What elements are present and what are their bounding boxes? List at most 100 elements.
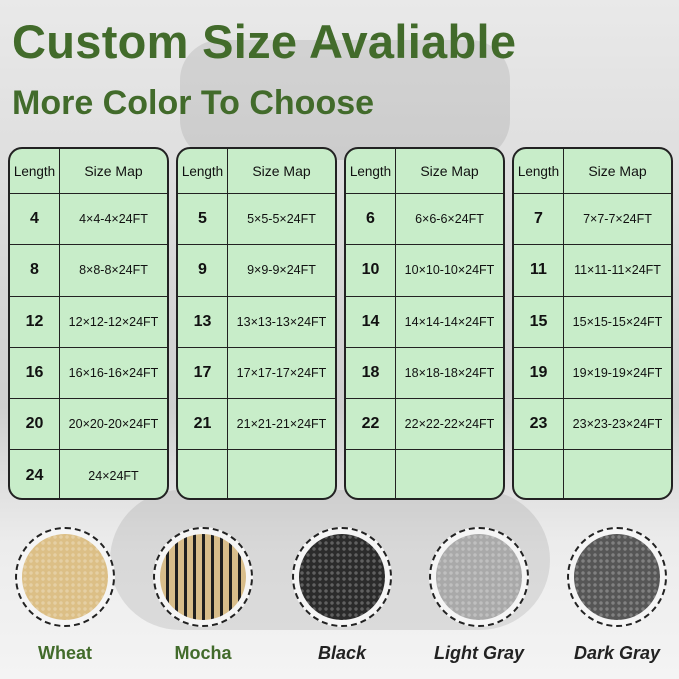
fabric-sample [160,534,246,620]
length-cell [178,450,228,498]
header-length: Length [514,149,564,193]
size-cell: 9×9-9×24FT [247,263,316,278]
color-swatch[interactable] [429,527,529,627]
background-machine [180,40,510,160]
size-cell: 16×16-16×24FT [68,366,159,381]
size-cell: 20×20-20×24FT [68,417,159,432]
table-row: 20 20×20-20×24FT [10,399,167,451]
table-header: Length Size Map [514,149,671,194]
color-swatch[interactable] [567,527,667,627]
color-label: Dark Gray [573,643,661,663]
size-cell: 6×6-6×24FT [415,212,484,227]
table-row: 8 8×8-8×24FT [10,245,167,297]
table-header: Length Size Map [10,149,167,194]
fabric-sample [436,534,522,620]
fabric-sample [574,534,660,620]
length-cell: 22 [346,399,396,450]
size-cell: 15×15-15×24FT [572,314,663,329]
table-row: 5 5×5-5×24FT [178,194,335,246]
length-cell: 7 [514,194,564,245]
length-cell [346,450,396,498]
size-cell: 11×11-11×24FT [574,263,661,278]
size-cell: 18×18-18×24FT [404,366,495,381]
size-cell: 5×5-5×24FT [247,212,316,227]
table-row [514,450,671,498]
length-cell: 11 [514,245,564,296]
size-cell: 10×10-10×24FT [404,263,495,278]
size-cell: 7×7-7×24FT [583,212,652,227]
table-row: 7 7×7-7×24FT [514,194,671,246]
header-length: Length [178,149,228,193]
size-cell: 22×22-22×24FT [404,417,495,432]
length-cell: 4 [10,194,60,245]
length-cell: 9 [178,245,228,296]
header-length: Length [10,149,60,193]
table-row [178,450,335,498]
length-cell: 17 [178,347,228,399]
header-length: Length [346,149,396,193]
header-size-map: Size Map [84,163,143,179]
length-cell: 5 [178,194,228,245]
size-cell: 21×21-21×24FT [236,417,327,432]
table-row: 24 24×24FT [10,450,167,498]
size-cell: 19×19-19×24FT [572,366,663,381]
color-label: Light Gray [433,643,524,663]
table-row: 4 4×4-4×24FT [10,194,167,246]
size-cell: 4×4-4×24FT [79,212,148,227]
color-swatch[interactable] [292,527,392,627]
fabric-sample [22,534,108,620]
length-cell: 6 [346,194,396,245]
table-row: 16 16×16-16×24FT [10,347,167,400]
color-label: Mocha [174,643,232,663]
length-cell: 18 [346,347,396,399]
size-cell: 24×24FT [88,469,139,484]
table-header: Length Size Map [178,149,335,194]
header-size-map: Size Map [252,163,311,179]
table-header: Length Size Map [346,149,503,194]
size-cell: 13×13-13×24FT [236,314,327,329]
length-cell: 15 [514,296,564,347]
size-cell [396,450,503,498]
table-row: 6 6×6-6×24FT [346,194,503,246]
size-table: Length Size Map 7 7×7-7×24FT 11 11×11-11×24FT… [512,147,673,500]
size-cell [564,450,671,498]
length-cell: 19 [514,347,564,399]
size-cell: 12×12-12×24FT [68,314,159,329]
length-cell: 16 [10,347,60,399]
table-row: 19 19×19-19×24FT [514,347,671,400]
size-cell: 14×14-14×24FT [404,314,495,329]
color-label: Black [317,643,367,663]
table-row: 14 14×14-14×24FT [346,296,503,348]
length-cell: 10 [346,245,396,296]
table-row: 22 22×22-22×24FT [346,399,503,451]
size-cell: 23×23-23×24FT [572,417,663,432]
table-row: 11 11×11-11×24FT [514,245,671,297]
size-table: Length Size Map 5 5×5-5×24FT 9 9×9-9×24FT 13 13… [176,147,337,500]
table-row: 10 10×10-10×24FT [346,245,503,297]
fabric-sample [299,534,385,620]
length-cell: 14 [346,296,396,347]
size-table: Length Size Map 6 6×6-6×24FT 10 10×10-10×24FT… [344,147,505,500]
table-row: 12 12×12-12×24FT [10,296,167,348]
length-cell: 12 [10,296,60,347]
length-cell: 20 [10,399,60,450]
length-cell [514,450,564,498]
length-cell: 24 [10,450,60,498]
table-row [346,450,503,498]
header-size-map: Size Map [420,163,479,179]
length-cell: 8 [10,245,60,296]
length-cell: 21 [178,399,228,450]
page-title: Custom Size Avaliable [12,15,517,68]
length-cell: 23 [514,399,564,450]
color-swatch[interactable] [15,527,115,627]
size-cell: 17×17-17×24FT [236,366,327,381]
header-size-map: Size Map [588,163,647,179]
table-row: 23 23×23-23×24FT [514,399,671,451]
table-row: 18 18×18-18×24FT [346,347,503,400]
table-row: 15 15×15-15×24FT [514,296,671,348]
size-table: Length Size Map 4 4×4-4×24FT 8 8×8-8×24FT 12 12… [8,147,169,500]
color-swatch[interactable] [153,527,253,627]
table-row: 21 21×21-21×24FT [178,399,335,451]
size-cell: 8×8-8×24FT [79,263,148,278]
table-row: 13 13×13-13×24FT [178,296,335,348]
